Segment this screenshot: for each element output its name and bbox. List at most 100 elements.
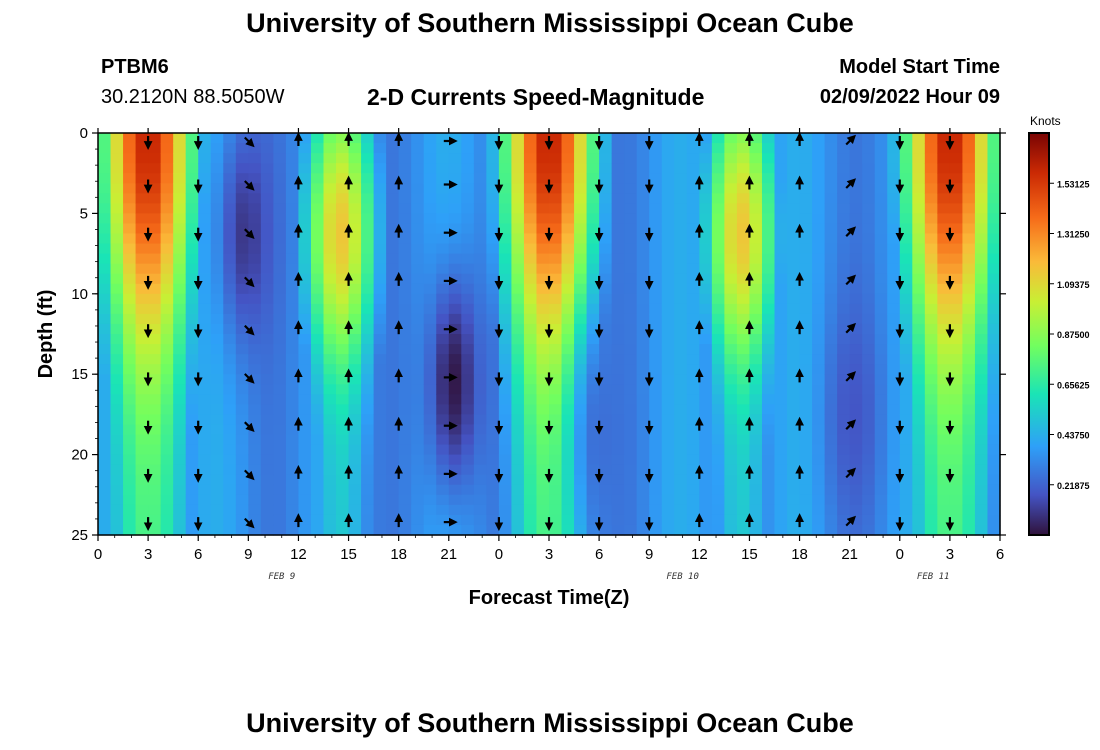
heatmap-cell — [912, 414, 926, 426]
heatmap-cell — [862, 323, 876, 335]
heatmap-cell — [223, 173, 237, 184]
heatmap-cell — [937, 484, 951, 496]
heatmap-cell — [511, 273, 525, 285]
heatmap-cell — [386, 243, 400, 255]
heatmap-cell — [523, 183, 538, 194]
heatmap-cell — [599, 213, 613, 225]
heatmap-cell — [549, 424, 563, 436]
heatmap-cell — [361, 504, 375, 516]
heatmap-cell — [724, 323, 738, 335]
heatmap-cell — [924, 424, 938, 436]
heatmap-cell — [611, 153, 625, 164]
heatmap-cell — [711, 273, 725, 285]
heatmap-cell — [624, 514, 638, 526]
heatmap-cell — [686, 303, 700, 315]
heatmap-cell — [461, 163, 475, 174]
heatmap-cell — [198, 133, 212, 144]
heatmap-cell — [235, 273, 249, 285]
heatmap-cell — [260, 334, 274, 345]
heatmap-cell — [423, 303, 437, 315]
heatmap-cell — [148, 283, 162, 295]
heatmap-cell — [98, 243, 112, 255]
heatmap-cell — [862, 464, 876, 476]
heatmap-cell — [549, 394, 563, 405]
heatmap-cell — [937, 253, 951, 265]
heatmap-cell — [461, 233, 475, 245]
heatmap-cell — [198, 313, 212, 325]
heatmap-cell — [962, 464, 976, 476]
heatmap-cell — [436, 323, 450, 335]
heatmap-cell — [110, 213, 124, 225]
heatmap-cell — [536, 323, 550, 335]
heatmap-cell — [411, 283, 425, 295]
heatmap-cell — [110, 323, 124, 335]
heatmap-cell — [123, 384, 137, 395]
heatmap-cell — [373, 454, 387, 466]
heatmap-cell — [98, 494, 112, 506]
heatmap-cell — [699, 354, 713, 365]
heatmap-cell — [962, 263, 976, 275]
heatmap-cell — [974, 384, 989, 395]
heatmap-cell — [586, 364, 600, 375]
heatmap-cell — [962, 193, 976, 204]
heatmap-cell — [223, 163, 237, 174]
heatmap-cell — [586, 313, 600, 325]
heatmap-cell — [912, 514, 926, 526]
heatmap-cell — [248, 414, 262, 426]
heatmap-cell — [260, 133, 274, 144]
heatmap-cell — [248, 183, 262, 194]
heatmap-cell — [523, 203, 538, 214]
heatmap-cell — [761, 283, 776, 295]
heatmap-cell — [511, 173, 525, 184]
heatmap-cell — [962, 323, 976, 335]
heatmap-cell — [736, 313, 751, 325]
heatmap-cell — [373, 323, 387, 335]
heatmap-cell — [135, 223, 149, 235]
heatmap-cell — [586, 133, 600, 144]
heatmap-cell — [273, 474, 287, 486]
heatmap-cell — [248, 364, 262, 375]
heatmap-cell — [624, 273, 638, 285]
heatmap-cell — [824, 323, 838, 335]
heatmap-cell — [498, 273, 513, 285]
heatmap-cell — [173, 344, 187, 355]
x-tick-label: 3 — [144, 546, 152, 563]
heatmap-cell — [611, 293, 625, 305]
heatmap-cell — [974, 323, 989, 335]
heatmap-cell — [223, 143, 237, 154]
heatmap-cell — [260, 354, 274, 365]
current-arrow — [845, 322, 857, 334]
heatmap-cell — [461, 444, 475, 456]
heatmap-cell — [323, 303, 337, 315]
heatmap-cell — [649, 233, 663, 245]
heatmap-cell — [98, 504, 112, 516]
heatmap-cell — [536, 313, 550, 325]
heatmap-cell — [536, 213, 550, 225]
heatmap-cell — [248, 354, 262, 365]
heatmap-cell — [674, 153, 688, 164]
heatmap-cell — [949, 283, 964, 295]
heatmap-cell — [210, 334, 224, 345]
heatmap-cell — [611, 263, 625, 275]
heatmap-cell — [336, 354, 350, 365]
heatmap-cell — [173, 404, 187, 415]
heatmap-cell — [336, 514, 350, 526]
heatmap-cell — [974, 223, 989, 235]
heatmap-cell — [862, 394, 876, 405]
heatmap-cell — [273, 394, 287, 405]
heatmap-cell — [736, 494, 751, 506]
heatmap-cell — [924, 213, 938, 225]
heatmap-cell — [661, 183, 675, 194]
heatmap-cell — [323, 233, 337, 245]
heatmap-cell — [223, 454, 237, 466]
heatmap-cell — [924, 253, 938, 265]
heatmap-cell — [336, 133, 350, 144]
heatmap-cell — [323, 364, 337, 375]
heatmap-cell — [436, 253, 450, 265]
heatmap-cell — [285, 354, 300, 365]
heatmap-cell — [298, 313, 312, 325]
heatmap-cell — [699, 243, 713, 255]
axes: 0 3 6 9 12 15 18 21 0 3 6 9 12 15 18 21 0 3 60510152025FEB… — [71, 125, 1006, 582]
current-arrow — [845, 419, 857, 430]
heatmap-cell — [887, 313, 901, 325]
